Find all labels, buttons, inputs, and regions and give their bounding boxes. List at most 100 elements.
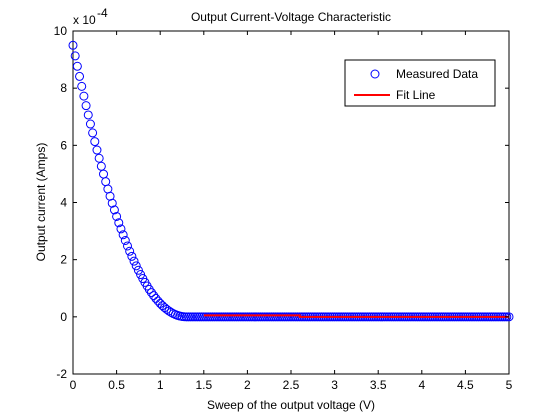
measured-data-point (83, 110, 93, 120)
measured-data-point (192, 312, 202, 322)
measured-data-point (227, 312, 237, 322)
measured-data-point (68, 40, 78, 50)
measured-data-point (279, 312, 289, 322)
measured-data-point (105, 191, 115, 201)
measured-data-point (112, 211, 122, 221)
measured-data-point (240, 312, 250, 322)
x-tick-label: 4.5 (457, 378, 474, 392)
measured-data-point (210, 312, 220, 322)
y-axis-ticks: -2 0 2 4 6 8 10 (54, 24, 509, 381)
measured-data-point (201, 312, 211, 322)
measured-data-point (255, 312, 265, 322)
x-tick-label: 3.5 (370, 378, 387, 392)
measured-data-point (229, 312, 239, 322)
measured-data-point (253, 312, 263, 322)
measured-data-point (269, 312, 279, 322)
measured-data-point (94, 153, 104, 163)
x-tick-label: 4 (418, 378, 425, 392)
measured-data-point (146, 288, 156, 298)
x-axis-ticks: 0 0.5 1 1.5 2 2.5 3 3.5 4 4.5 5 (70, 31, 513, 392)
x-tick-label: 1 (157, 378, 164, 392)
y-tick-label: 0 (60, 310, 67, 324)
measured-data-point (251, 312, 261, 322)
fit-line-series (203, 314, 509, 318)
measured-data-point (238, 312, 248, 322)
measured-data-point (90, 137, 100, 147)
measured-data-point (260, 312, 270, 322)
measured-data-point (190, 312, 200, 322)
measured-data-point (188, 312, 198, 322)
measured-data-point (125, 246, 135, 256)
legend-measured-label: Measured Data (396, 67, 478, 81)
measured-data-point (127, 251, 137, 261)
measured-data-point (277, 312, 287, 322)
measured-data-point (221, 312, 231, 322)
measured-data-point (247, 312, 257, 322)
measured-data-point (116, 224, 126, 234)
measured-data-point (181, 312, 191, 322)
measured-data-point (232, 312, 241, 322)
measured-data-point (216, 312, 226, 322)
measured-data-point (129, 256, 139, 266)
y-exponent-power: -4 (97, 6, 108, 20)
measured-data-point (288, 312, 298, 322)
y-tick-label: 2 (60, 253, 67, 267)
y-exponent-base: x 10 (73, 13, 96, 27)
measured-data-point (118, 230, 128, 240)
x-tick-label: 2 (244, 378, 251, 392)
measured-data-point (284, 312, 294, 322)
measured-data-point (242, 312, 252, 322)
measured-data-point (258, 312, 268, 322)
measured-data-point (197, 312, 207, 322)
y-tick-label: 10 (54, 24, 68, 38)
measured-data-point (70, 51, 80, 61)
y-axis-label: Output current (Amps) (34, 143, 48, 262)
measured-data-point (194, 312, 204, 322)
measured-data-point (133, 265, 143, 275)
measured-data-point (266, 312, 276, 322)
measured-data-point (123, 241, 132, 251)
measured-data-point (218, 312, 228, 322)
measured-data-point (75, 71, 85, 81)
x-tick-label: 3 (331, 378, 338, 392)
measured-data-point (149, 291, 159, 301)
measured-data-point (273, 312, 283, 322)
legend-fit-label: Fit Line (396, 88, 436, 102)
measured-data-point (184, 312, 194, 322)
measured-data-point (271, 312, 281, 322)
y-axis-exponent: x 10 -4 (73, 6, 108, 27)
measured-data-point (214, 312, 224, 322)
measured-data-point (249, 312, 259, 322)
y-tick-label: 8 (60, 81, 67, 95)
measured-data-point (262, 312, 272, 322)
legend: Measured Data Fit Line (344, 59, 496, 107)
measured-data-point (107, 198, 117, 208)
x-tick-label: 1.5 (195, 378, 212, 392)
measured-data-point (114, 218, 124, 228)
measured-data-point (77, 81, 87, 91)
y-tick-label: 4 (60, 196, 67, 210)
chart-title: Output Current-Voltage Characteristic (191, 10, 391, 24)
measured-data-point (81, 101, 91, 111)
measured-data-point (88, 128, 98, 138)
measured-data-point (212, 312, 222, 322)
measured-data-point (79, 91, 89, 101)
measured-data-point (203, 312, 213, 322)
measured-data-point (205, 312, 215, 322)
measured-data-point (186, 312, 196, 322)
measured-data-point (234, 312, 244, 322)
measured-data-point (199, 312, 209, 322)
measured-data-point (131, 261, 141, 271)
legend-box (344, 59, 496, 107)
x-tick-label: 5 (506, 378, 513, 392)
measured-data-point (282, 312, 292, 322)
measured-data-point (245, 312, 255, 322)
measured-data-point (236, 312, 246, 322)
measured-data-point (85, 119, 95, 129)
measured-data-point (286, 312, 296, 322)
measured-data-point (264, 312, 274, 322)
measured-data-point (225, 312, 235, 322)
measured-data-point (208, 312, 218, 322)
x-tick-label: 0.5 (108, 378, 125, 392)
